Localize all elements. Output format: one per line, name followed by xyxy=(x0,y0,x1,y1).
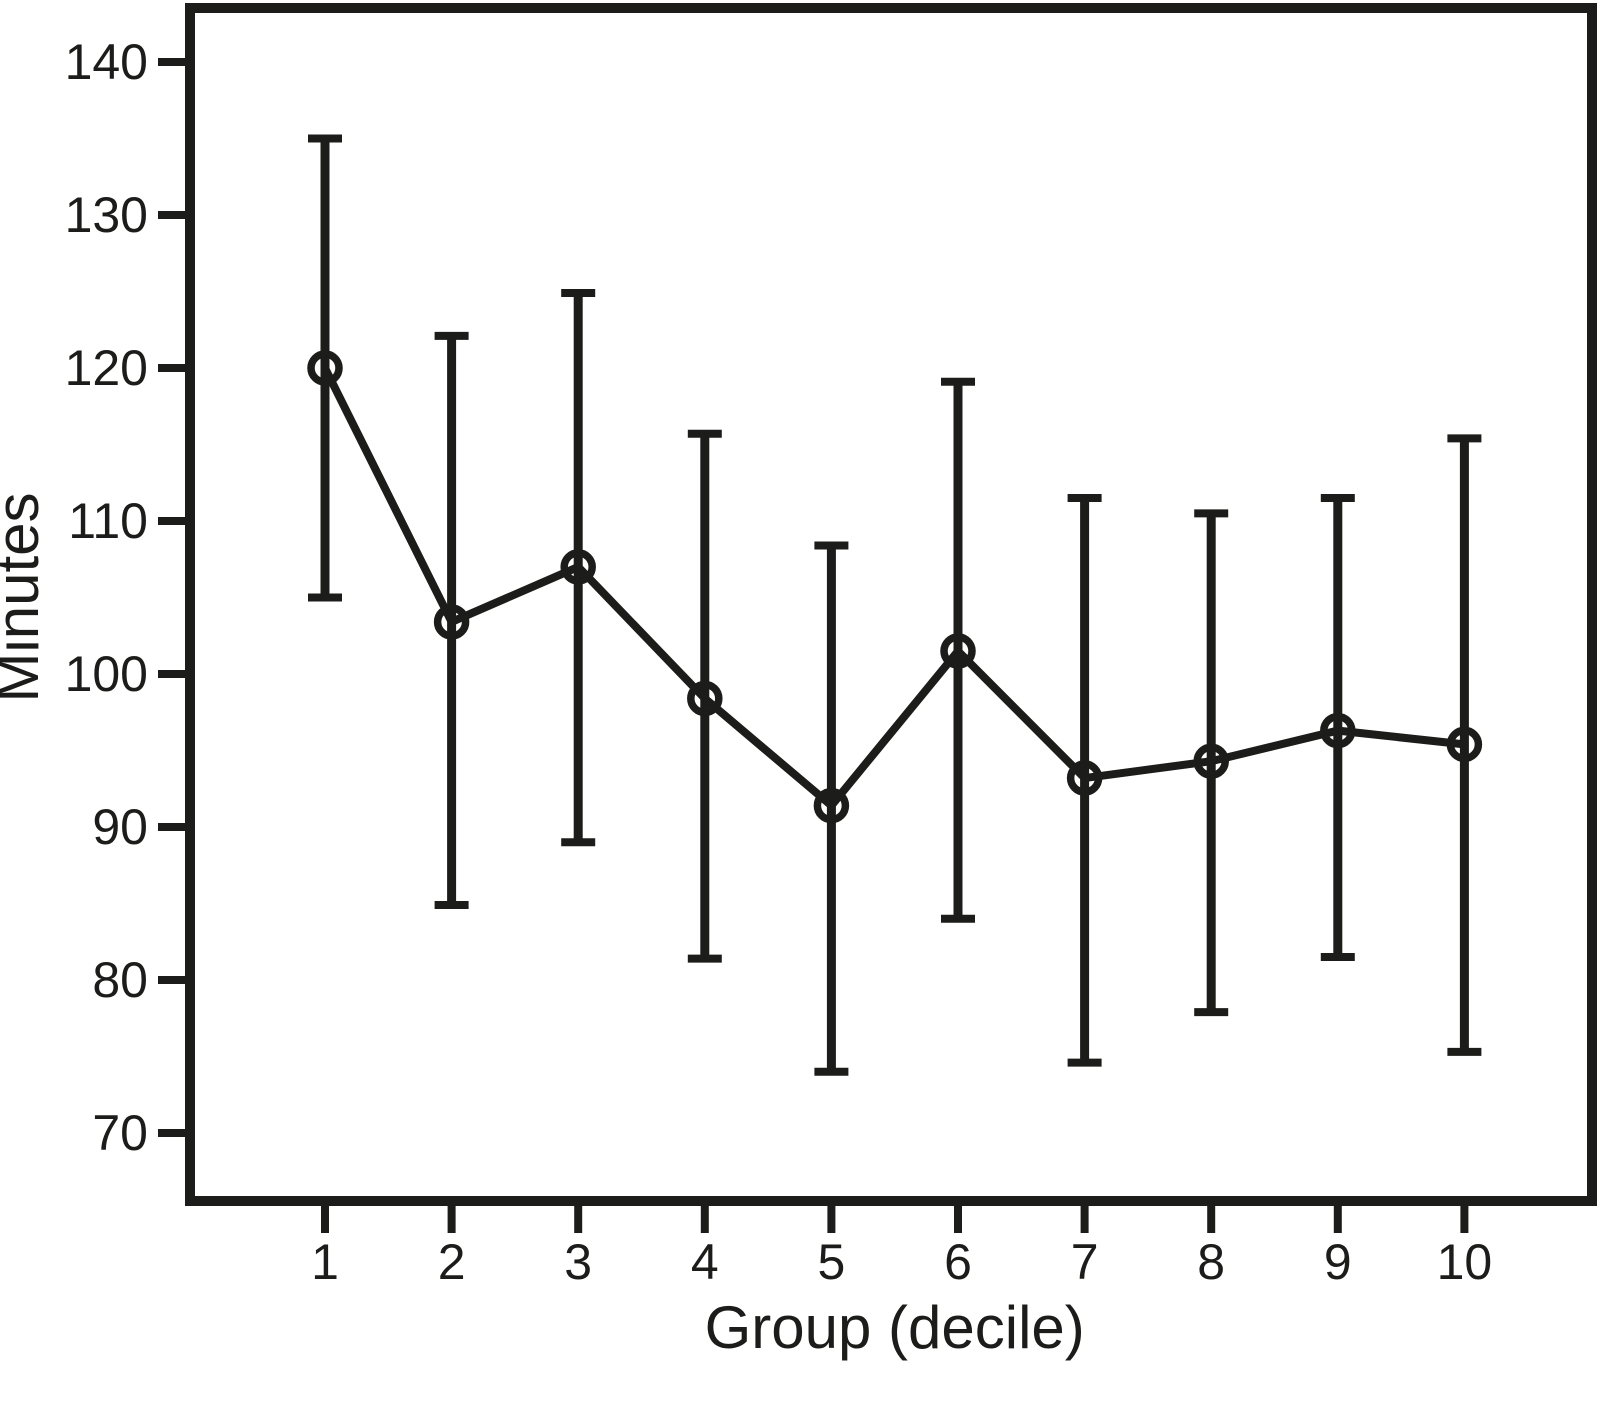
data-point-marker xyxy=(813,787,850,824)
y-tick-label: 90 xyxy=(92,799,148,855)
data-point-marker xyxy=(1066,760,1103,796)
y-axis: 70 80 90 100 110 120 130 140 xyxy=(65,34,190,1161)
y-tick-label: 110 xyxy=(68,493,148,549)
y-tick-label: 100 xyxy=(65,646,148,702)
x-axis-title: Group (decile) xyxy=(705,1294,1085,1361)
x-tick-label: 2 xyxy=(438,1234,466,1290)
data-point-marker xyxy=(1446,726,1483,763)
data-point-marker xyxy=(560,549,596,585)
data-point-marker xyxy=(687,680,723,717)
series-line xyxy=(321,366,1465,812)
y-tick-label: 120 xyxy=(65,340,148,396)
y-tick-label: 130 xyxy=(65,187,148,243)
x-tick-label: 7 xyxy=(1071,1234,1099,1290)
x-tick-label: 9 xyxy=(1324,1234,1352,1290)
x-tick-label: 10 xyxy=(1437,1234,1493,1290)
y-tick-label: 140 xyxy=(65,34,148,90)
y-tick-label: 80 xyxy=(92,952,148,1008)
x-axis: 1 2 3 4 5 6 7 8 9 10 xyxy=(311,1201,1492,1290)
error-bar xyxy=(1447,434,1482,1056)
x-tick-label: 1 xyxy=(311,1234,339,1290)
x-tick-label: 6 xyxy=(944,1234,972,1290)
x-tick-label: 4 xyxy=(691,1234,719,1290)
data-point-marker xyxy=(1320,712,1356,749)
y-tick-label: 70 xyxy=(92,1105,148,1161)
data-point-marker xyxy=(1193,743,1229,779)
y-axis-title: Minutes xyxy=(0,492,51,702)
data-point-marker xyxy=(307,350,343,386)
plot-frame xyxy=(185,3,1597,1206)
data-point-marker xyxy=(940,633,976,669)
data-point-marker xyxy=(433,604,470,640)
x-tick-label: 8 xyxy=(1197,1234,1225,1290)
series-group xyxy=(307,134,1483,1076)
x-tick-label: 5 xyxy=(817,1234,845,1290)
x-tick-label: 3 xyxy=(564,1234,592,1290)
